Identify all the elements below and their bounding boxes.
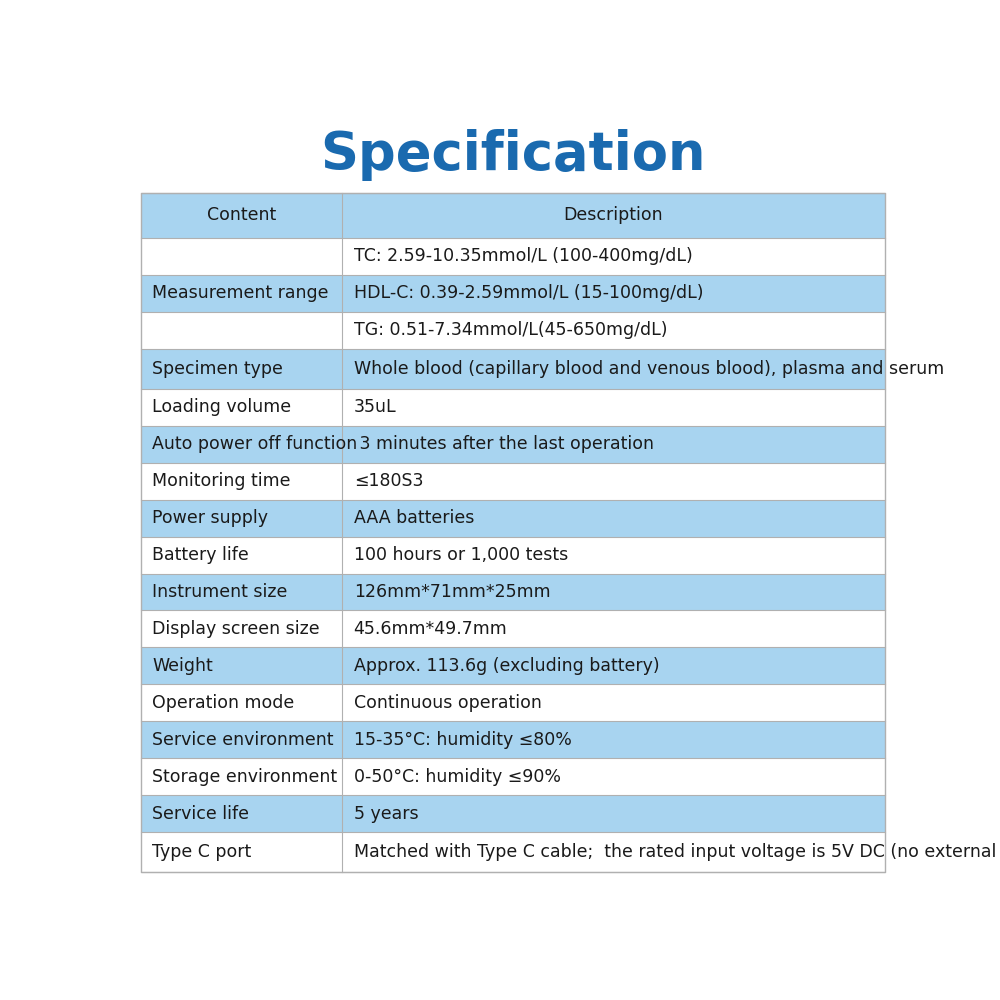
Text: Loading volume: Loading volume xyxy=(152,398,291,416)
Text: ≤180S3: ≤180S3 xyxy=(354,472,423,490)
FancyBboxPatch shape xyxy=(140,574,885,610)
Text: Battery life: Battery life xyxy=(152,546,249,564)
Text: Operation mode: Operation mode xyxy=(152,694,294,712)
Text: Service life: Service life xyxy=(152,805,249,823)
FancyBboxPatch shape xyxy=(140,795,885,832)
FancyBboxPatch shape xyxy=(140,610,885,647)
Text: Auto power off function: Auto power off function xyxy=(152,435,357,453)
FancyBboxPatch shape xyxy=(140,275,885,312)
FancyBboxPatch shape xyxy=(140,349,885,389)
Text: 126mm*71mm*25mm: 126mm*71mm*25mm xyxy=(354,583,550,601)
FancyBboxPatch shape xyxy=(140,832,885,872)
Text: Approx. 113.6g (excluding battery): Approx. 113.6g (excluding battery) xyxy=(354,657,659,675)
Text: Description: Description xyxy=(563,206,663,224)
Text: 45.6mm*49.7mm: 45.6mm*49.7mm xyxy=(354,620,507,638)
FancyBboxPatch shape xyxy=(140,389,885,426)
Text: Instrument size: Instrument size xyxy=(152,583,288,601)
FancyBboxPatch shape xyxy=(140,463,885,500)
Text: TG: 0.51-7.34mmol/L(45-650mg/dL): TG: 0.51-7.34mmol/L(45-650mg/dL) xyxy=(354,321,667,339)
Text: AAA batteries: AAA batteries xyxy=(354,509,474,527)
FancyBboxPatch shape xyxy=(140,721,885,758)
FancyBboxPatch shape xyxy=(140,647,885,684)
Text: TC: 2.59-10.35mmol/L (100-400mg/dL): TC: 2.59-10.35mmol/L (100-400mg/dL) xyxy=(354,247,692,265)
Text: Matched with Type C cable;  the rated input voltage is 5V DC (no external power : Matched with Type C cable; the rated inp… xyxy=(354,843,1000,861)
FancyBboxPatch shape xyxy=(140,193,885,238)
Text: Display screen size: Display screen size xyxy=(152,620,320,638)
Text: Type C port: Type C port xyxy=(152,843,251,861)
FancyBboxPatch shape xyxy=(140,684,885,721)
Text: Storage environment: Storage environment xyxy=(152,768,337,786)
FancyBboxPatch shape xyxy=(140,312,885,349)
FancyBboxPatch shape xyxy=(140,758,885,795)
Text: Measurement range: Measurement range xyxy=(152,284,329,302)
Text: Whole blood (capillary blood and venous blood), plasma and serum: Whole blood (capillary blood and venous … xyxy=(354,360,944,378)
Text: Specification: Specification xyxy=(320,129,705,181)
Text: 15-35°C: humidity ≤80%: 15-35°C: humidity ≤80% xyxy=(354,731,572,749)
Text: 5 years: 5 years xyxy=(354,805,418,823)
Text: 0-50°C: humidity ≤90%: 0-50°C: humidity ≤90% xyxy=(354,768,561,786)
Text: Weight: Weight xyxy=(152,657,213,675)
Text: 3 minutes after the last operation: 3 minutes after the last operation xyxy=(354,435,654,453)
Text: Monitoring time: Monitoring time xyxy=(152,472,291,490)
FancyBboxPatch shape xyxy=(140,238,885,275)
Text: Service environment: Service environment xyxy=(152,731,334,749)
FancyBboxPatch shape xyxy=(140,500,885,537)
Text: Specimen type: Specimen type xyxy=(152,360,283,378)
Text: Power supply: Power supply xyxy=(152,509,268,527)
FancyBboxPatch shape xyxy=(140,537,885,574)
FancyBboxPatch shape xyxy=(140,426,885,463)
Text: 100 hours or 1,000 tests: 100 hours or 1,000 tests xyxy=(354,546,568,564)
Text: HDL-C: 0.39-2.59mmol/L (15-100mg/dL): HDL-C: 0.39-2.59mmol/L (15-100mg/dL) xyxy=(354,284,703,302)
Text: 35uL: 35uL xyxy=(354,398,396,416)
Text: Continuous operation: Continuous operation xyxy=(354,694,542,712)
Text: Content: Content xyxy=(207,206,276,224)
